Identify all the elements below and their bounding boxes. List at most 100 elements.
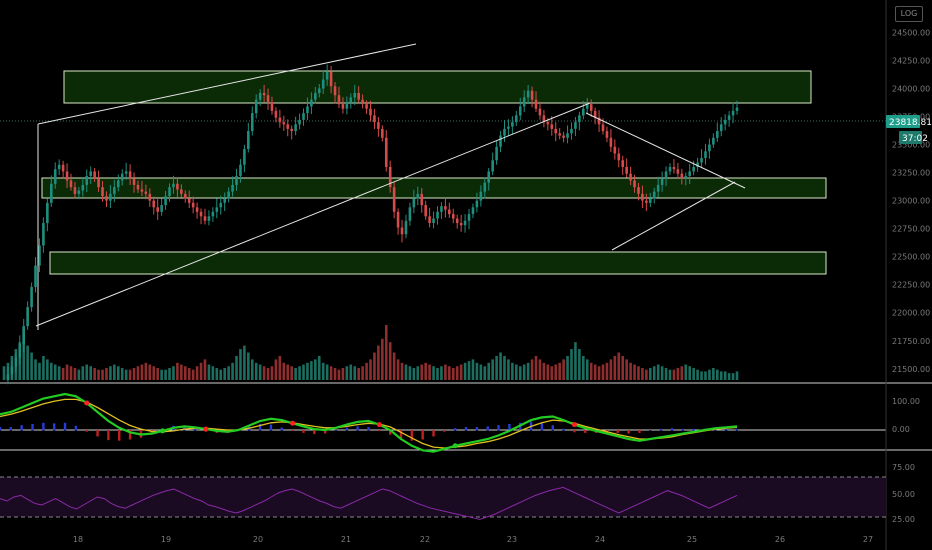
volume-bar	[530, 359, 534, 380]
candle-body	[522, 97, 526, 107]
candle-body	[298, 119, 301, 125]
volume-bar	[290, 366, 293, 380]
candle-body	[625, 166, 628, 174]
volume-bar	[637, 366, 640, 380]
candle-body	[353, 92, 357, 98]
trendline-4	[585, 112, 746, 189]
candle-body	[85, 175, 89, 185]
volume-bar	[160, 369, 163, 380]
candle-body	[10, 366, 14, 375]
volume-bar	[558, 362, 561, 380]
candle-body	[258, 92, 262, 100]
candle-body	[680, 173, 684, 179]
candle-body	[645, 200, 648, 203]
volume-bar	[369, 359, 372, 380]
volume-bar	[448, 366, 451, 380]
log-scale-button[interactable]: LOG	[895, 6, 923, 22]
oscillator-cross-dot	[203, 426, 209, 432]
oscillator-histogram-bar	[464, 427, 468, 431]
volume-bar	[124, 369, 128, 380]
oscillator-histogram-bar	[540, 422, 544, 431]
oscillator-histogram-bar	[486, 426, 489, 431]
candle-body	[609, 137, 613, 147]
candle-body	[128, 171, 132, 179]
candle-body	[660, 178, 664, 185]
volume-bar	[609, 359, 613, 380]
volume-bar	[278, 355, 282, 380]
volume-bar	[684, 364, 688, 380]
oscillator-cross-dot	[571, 422, 577, 428]
candle-body	[688, 171, 692, 176]
candle-body	[388, 166, 392, 188]
volume-bar	[333, 367, 337, 380]
candle-body	[187, 198, 191, 203]
oscillator-histogram-bar	[638, 430, 641, 433]
volume-bar	[471, 359, 475, 380]
volume-bar	[65, 364, 69, 380]
oscillator-histogram-bar	[280, 427, 283, 431]
candle-body	[69, 180, 73, 188]
candle-body	[538, 108, 542, 116]
volume-bar	[629, 362, 632, 380]
candle-body	[668, 166, 672, 172]
oscillator-histogram-bar	[454, 428, 457, 431]
candle-body	[30, 286, 33, 308]
volume-bar	[570, 349, 573, 380]
volume-bar	[321, 362, 325, 380]
trendline-5	[611, 181, 736, 251]
volume-bar	[715, 369, 719, 380]
volume-bar	[400, 362, 404, 380]
time-tick-label: 25	[687, 535, 697, 544]
trendline-1	[37, 43, 417, 125]
volume-bar	[526, 362, 530, 380]
candle-body	[719, 124, 723, 132]
volume-bar	[227, 366, 230, 380]
candle-body	[700, 158, 703, 163]
volume-bar	[550, 366, 554, 380]
candle-body	[692, 166, 695, 172]
time-tick-label: 20	[253, 535, 263, 544]
candle-body	[593, 110, 597, 118]
volume-bar	[518, 366, 522, 380]
oscillator-histogram-bar	[410, 430, 414, 441]
volume-bar	[61, 367, 65, 380]
oscillator-histogram-bar	[345, 427, 349, 431]
candle-body	[696, 162, 699, 167]
volume-bar	[34, 359, 37, 380]
volume-bar	[700, 371, 703, 380]
volume-bar	[424, 362, 427, 380]
volume-bar	[582, 355, 585, 380]
candle-body	[652, 191, 656, 199]
candle-body	[105, 196, 108, 201]
oscillator-histogram-bar	[291, 430, 294, 432]
volume-bar	[384, 325, 388, 380]
candle-body	[270, 101, 274, 111]
volume-bar	[207, 364, 211, 380]
volume-bar	[152, 366, 156, 380]
volume-bar	[727, 373, 731, 380]
oscillator-histogram-bar	[497, 425, 500, 431]
volume-bar	[247, 352, 250, 380]
volume-bar	[680, 366, 684, 380]
volume-bar	[270, 366, 274, 380]
volume-bar	[613, 355, 617, 380]
volume-bar	[22, 328, 26, 380]
oscillator-histogram-bar	[735, 428, 739, 431]
oscillator-histogram-bar	[388, 430, 392, 435]
volume-bar	[148, 364, 152, 380]
candle-body	[227, 191, 230, 199]
volume-bar	[672, 369, 676, 380]
candle-body	[664, 171, 668, 179]
candle-body	[672, 166, 676, 170]
candle-body	[42, 223, 45, 246]
candle-body	[152, 200, 156, 208]
candle-body	[294, 124, 297, 132]
volume-bar	[164, 369, 167, 380]
oscillator-histogram-bar	[128, 430, 132, 440]
volume-bar	[641, 367, 644, 380]
volume-bar	[302, 364, 305, 380]
oscillator-histogram-bar	[31, 424, 34, 431]
candle-body	[199, 211, 203, 217]
volume-bar	[282, 362, 286, 380]
